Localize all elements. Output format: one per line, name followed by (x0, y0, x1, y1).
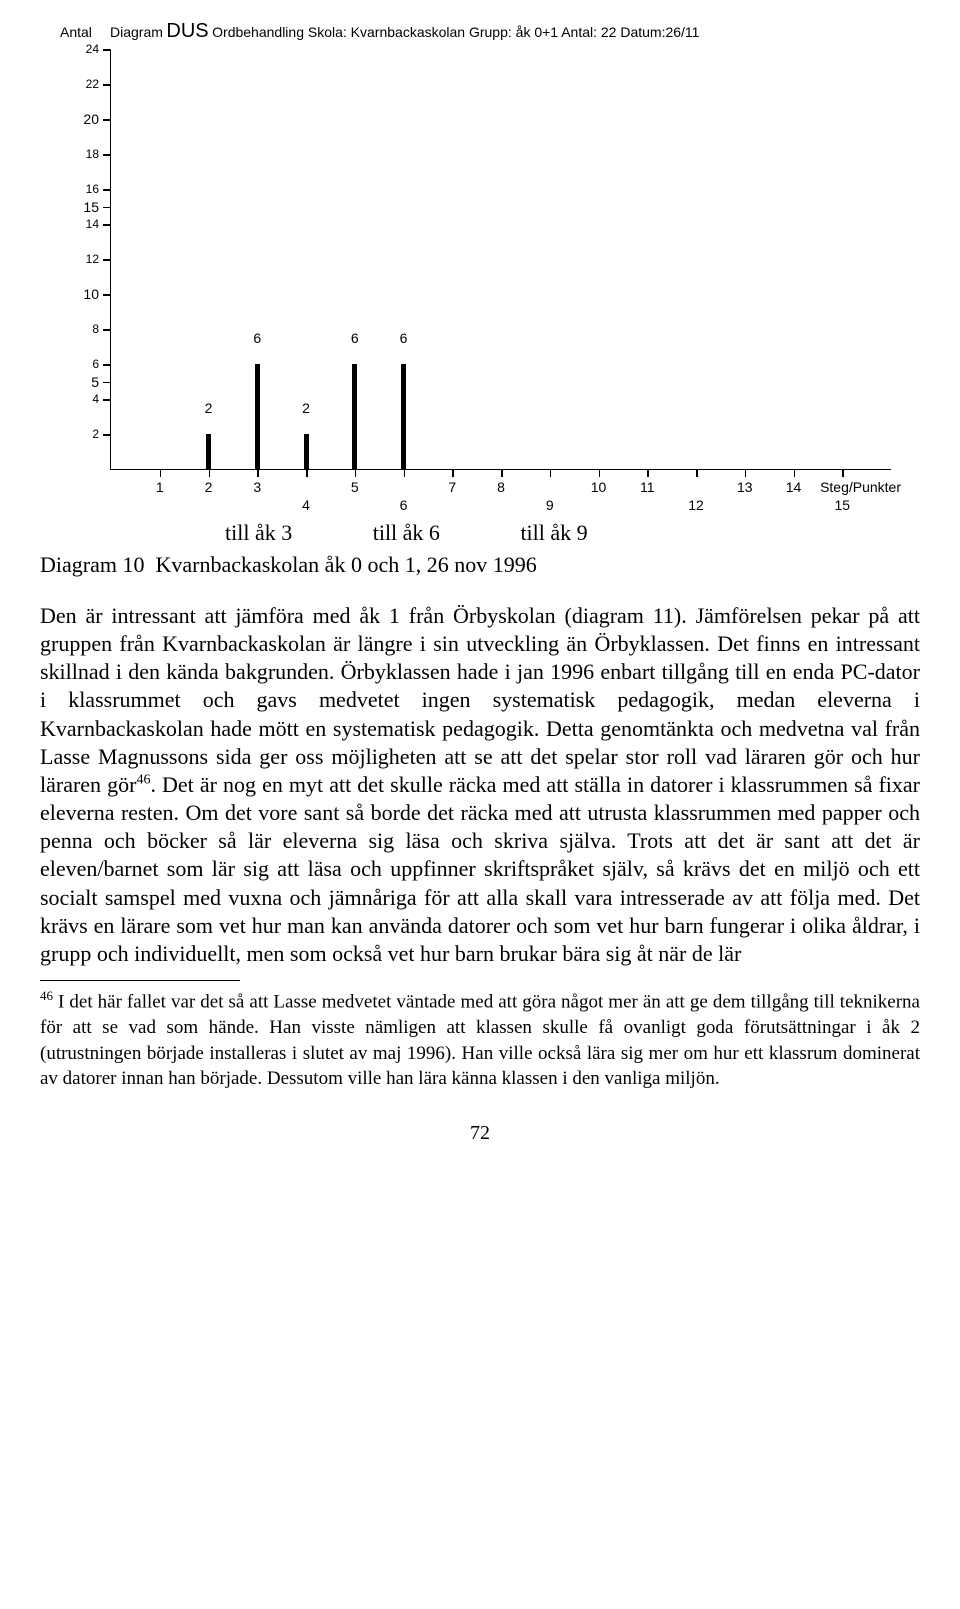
footnote-separator (40, 980, 240, 981)
y-tick-label: 2 (92, 427, 111, 441)
y-tick-label: 18 (86, 147, 111, 161)
y-tick-label: 10 (83, 286, 111, 302)
x-tick-label: 1 (156, 469, 164, 495)
x-tick-label: 15 (834, 469, 850, 513)
footnote-text: I det här fallet var det så att Lasse me… (40, 991, 920, 1089)
x-tick-label: 7 (448, 469, 456, 495)
bar-value-label: 2 (205, 400, 213, 416)
chart-container: Antal Diagram DUS Ordbehandling Skola: K… (40, 20, 920, 578)
y-tick-label: 15 (83, 199, 111, 215)
bar (304, 434, 309, 469)
bar-value-label: 6 (351, 330, 359, 346)
group-label-3: till åk 9 (520, 520, 587, 546)
body-paragraph: Den är intressant att jämföra med åk 1 f… (40, 602, 920, 968)
y-axis-label: Antal (60, 24, 92, 40)
plot-area: Steg/Punkter 242220181615141210865421234… (110, 49, 891, 470)
y-tick-label: 20 (83, 111, 111, 127)
y-tick-label: 6 (92, 357, 111, 371)
y-tick-label: 8 (92, 322, 111, 336)
group-label-2: till åk 6 (373, 520, 440, 546)
page-number: 72 (40, 1122, 920, 1145)
footnote: 46 I det här fallet var det så att Lasse… (40, 987, 920, 1092)
bar (255, 364, 260, 469)
body-text-2: . Det är nog en myt att det skulle räcka… (40, 772, 920, 966)
bar (206, 434, 211, 469)
y-tick-label: 22 (86, 77, 111, 91)
y-tick-label: 24 (86, 42, 111, 56)
x-tick-label: 8 (497, 469, 505, 495)
chart-title-dus: DUS (166, 20, 208, 42)
footnote-number: 46 (40, 988, 53, 1003)
bar-value-label: 6 (253, 330, 261, 346)
x-tick-label: 11 (640, 469, 655, 495)
y-tick-label: 14 (86, 217, 111, 231)
body-text-1: Den är intressant att jämföra med åk 1 f… (40, 603, 920, 797)
x-tick-label: 13 (737, 469, 753, 495)
x-tick-label: 4 (302, 469, 310, 513)
x-tick-label: 10 (591, 469, 607, 495)
chart-title-diagram: Diagram (110, 24, 163, 40)
x-tick-label: 14 (786, 469, 802, 495)
bar-value-label: 6 (400, 330, 408, 346)
chart-title: Diagram DUS Ordbehandling Skola: Kvarnba… (110, 20, 920, 43)
figure-caption: Diagram 10 Kvarnbackaskolan åk 0 och 1, … (40, 552, 920, 578)
y-tick-label: 16 (86, 182, 111, 196)
x-tick-label: 3 (253, 469, 261, 495)
y-tick-label: 5 (91, 374, 111, 390)
caption-prefix: Diagram 10 (40, 552, 144, 577)
y-tick-label: 12 (86, 252, 111, 266)
y-tick-label: 4 (92, 392, 111, 406)
x-tick-label: 2 (205, 469, 213, 495)
chart-title-rest: Ordbehandling Skola: Kvarnbackaskolan Gr… (212, 24, 699, 40)
group-labels-row: till åk 3 till åk 6 till åk 9 (110, 520, 920, 546)
group-label-1: till åk 3 (225, 520, 292, 546)
x-tick-label: 12 (688, 469, 704, 513)
x-tick-label: 5 (351, 469, 359, 495)
x-axis-title: Steg/Punkter (820, 469, 901, 495)
footnote-ref: 46 (136, 773, 150, 788)
bar-value-label: 2 (302, 400, 310, 416)
bar (352, 364, 357, 469)
caption-text: Kvarnbackaskolan åk 0 och 1, 26 nov 1996 (155, 552, 536, 577)
x-tick-label: 9 (546, 469, 554, 513)
x-tick-label: 6 (400, 469, 408, 513)
bar (401, 364, 406, 469)
